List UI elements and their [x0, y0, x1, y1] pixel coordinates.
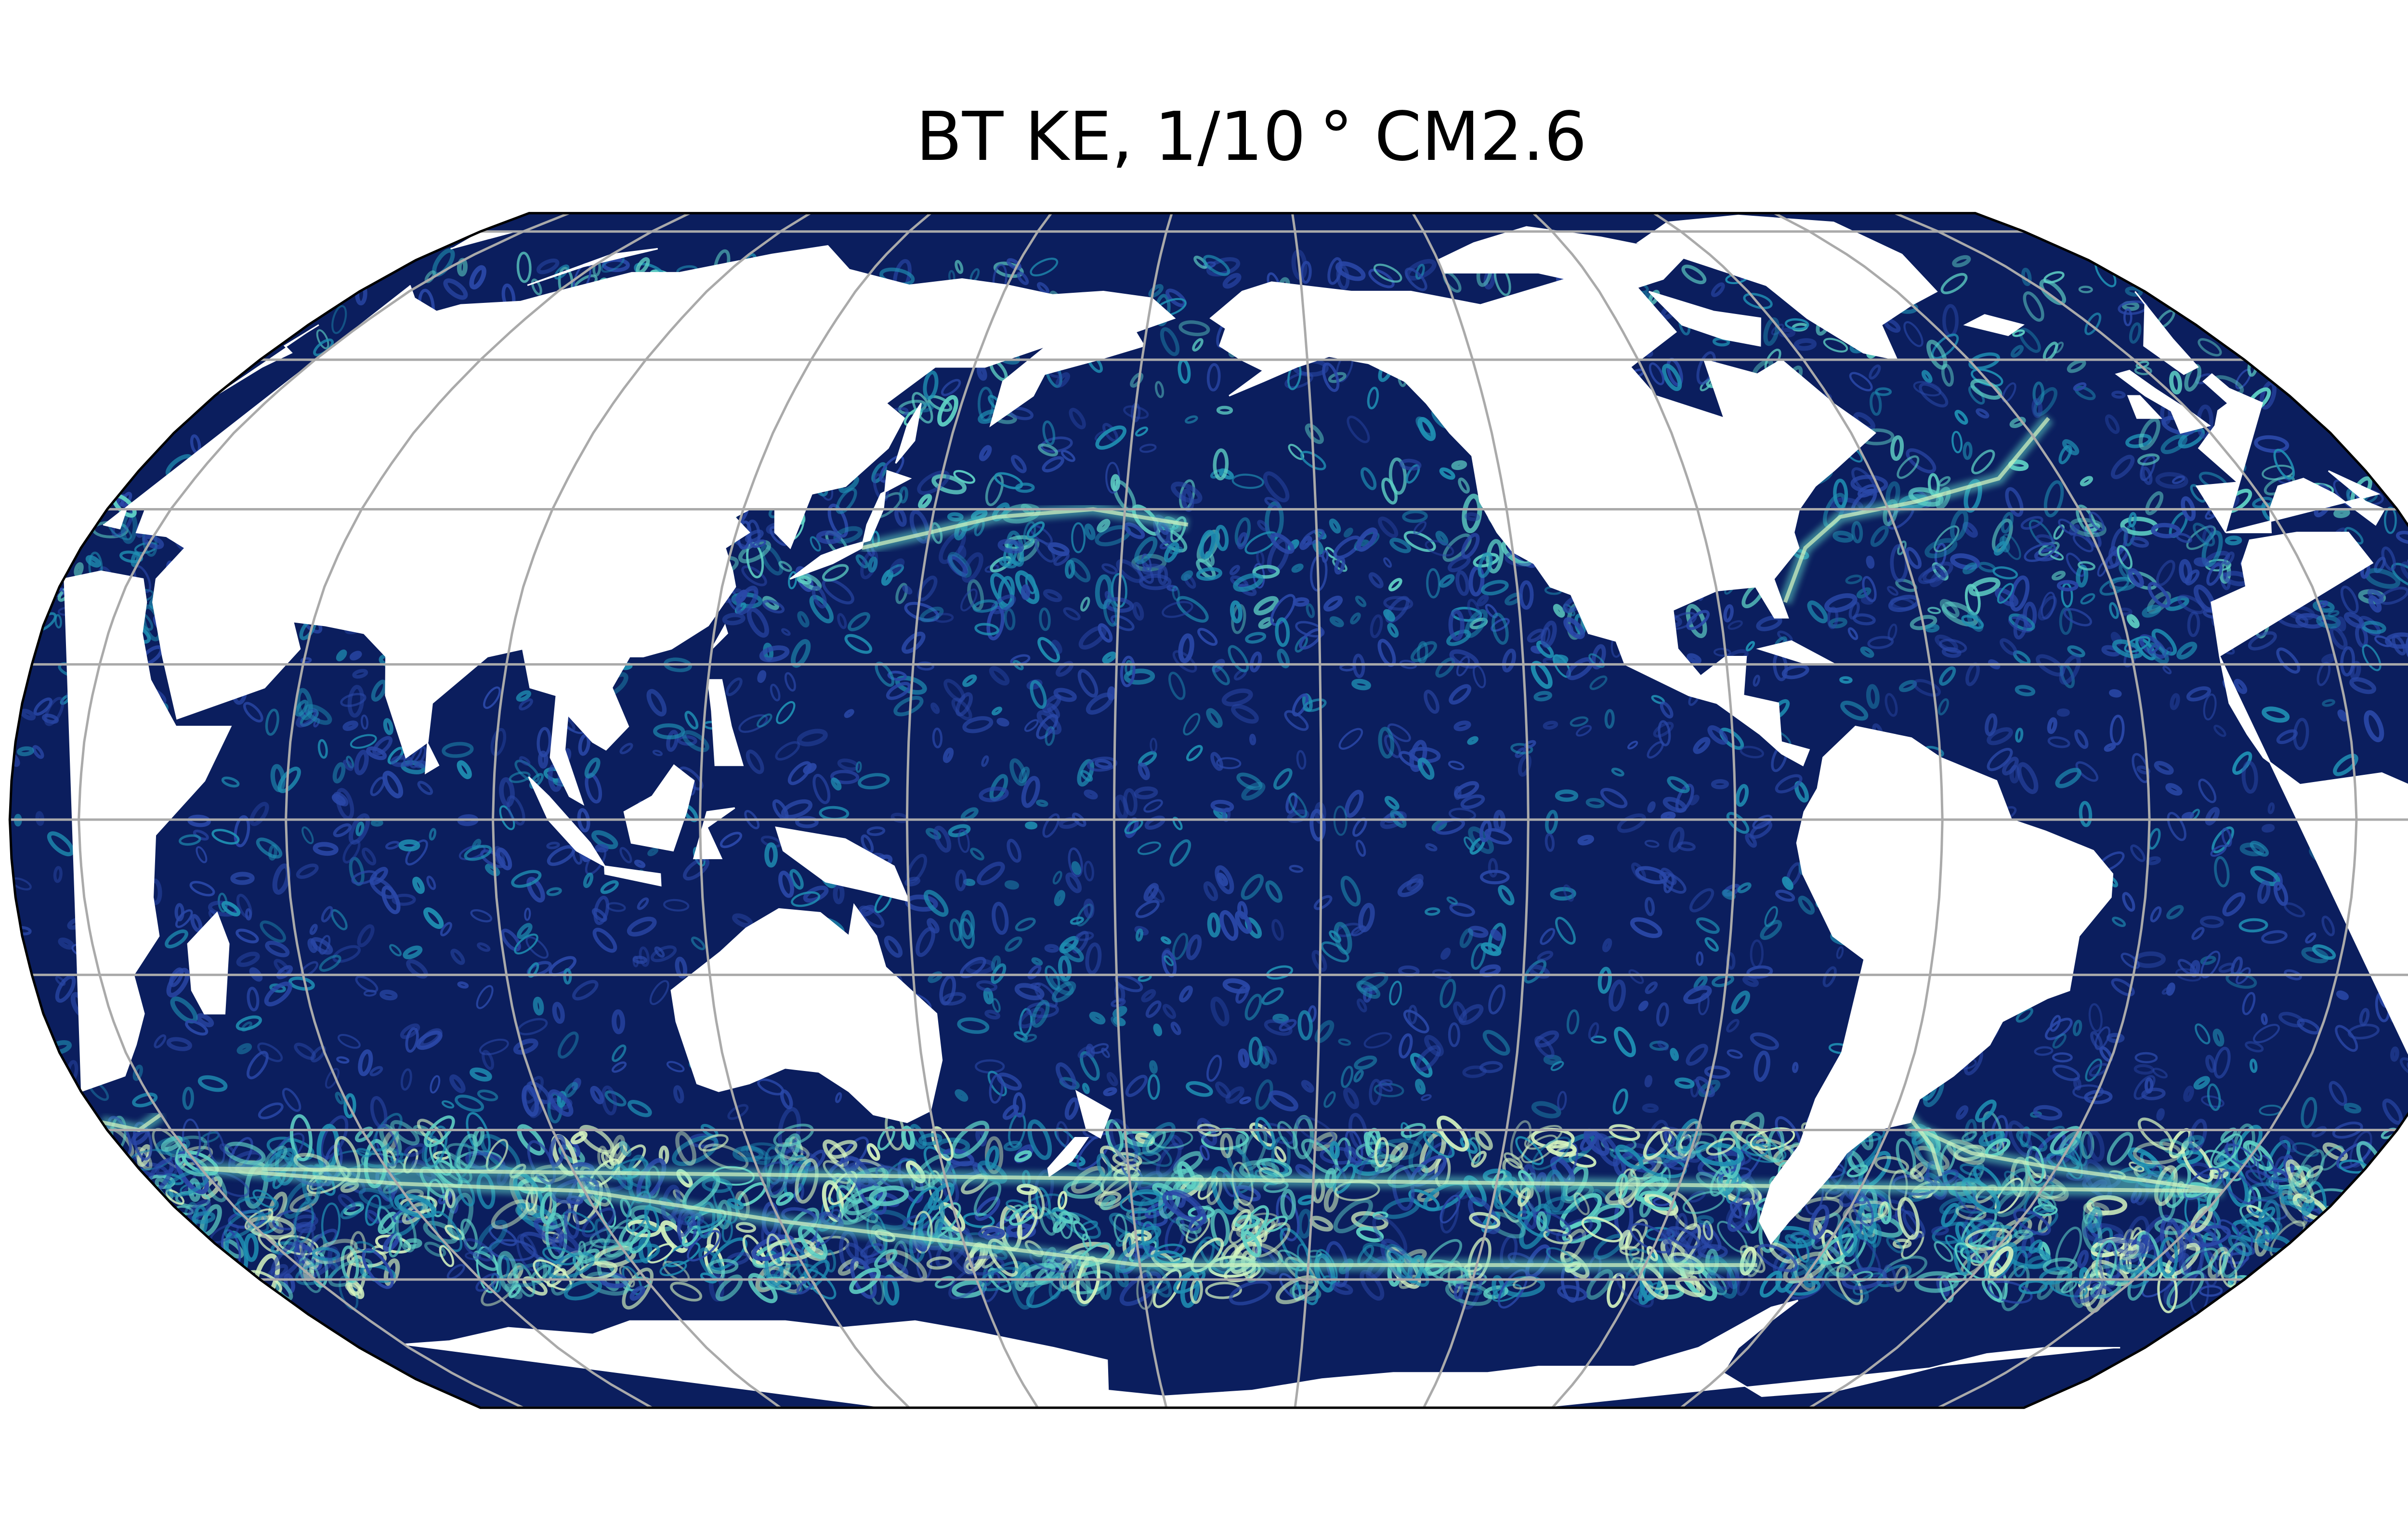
land-philippines	[707, 679, 744, 766]
meridian-gridline	[285, 213, 739, 1408]
meridian-gridline	[1112, 213, 1180, 1408]
land-new-zealand-n	[1075, 1090, 1112, 1139]
land-baffin	[1648, 290, 1761, 347]
land-arabia-gulf	[241, 586, 291, 650]
meridian-gridline	[1839, 213, 2358, 1408]
land-sri-lanka	[425, 741, 440, 775]
meridian-gridline	[1508, 213, 1737, 1408]
land-madagascar	[187, 911, 230, 1015]
meridian-gridline	[1619, 213, 1944, 1408]
land-new-guinea	[775, 826, 910, 902]
land-ireland	[2127, 395, 2162, 419]
land-australia	[670, 903, 943, 1123]
land-taiwan	[711, 624, 729, 650]
land-uk	[2115, 369, 2211, 434]
meridian-gridline	[78, 213, 628, 1408]
land-greenland	[1636, 214, 1938, 361]
meridian-gridline	[905, 213, 1070, 1408]
land-iceland	[1963, 314, 2025, 336]
land-sakhalin	[895, 403, 922, 464]
land-africa	[64, 532, 2408, 1092]
map-frame	[8, 212, 2408, 1409]
meridian-gridline	[698, 213, 959, 1408]
land-novaya-zemlya	[527, 248, 658, 286]
land-new-zealand-s	[1047, 1137, 1089, 1177]
land-north-america	[1209, 272, 1876, 767]
gridlines	[10, 213, 2408, 1408]
land-java	[604, 865, 662, 887]
land-japan	[789, 470, 912, 580]
meridian-gridline	[491, 213, 849, 1408]
meridian-gridline	[1287, 213, 1322, 1408]
land-arctic-islands	[1437, 226, 1688, 292]
land-eurasia	[103, 245, 2386, 806]
meridian-gridline	[1729, 213, 2151, 1408]
land-masses	[64, 214, 2408, 1408]
land-borneo	[623, 764, 695, 852]
map-title: BT KE, 1/10 ° CM2.6	[916, 98, 1587, 176]
land-south-america	[1758, 725, 2114, 1245]
meridian-gridline	[1398, 213, 1530, 1408]
